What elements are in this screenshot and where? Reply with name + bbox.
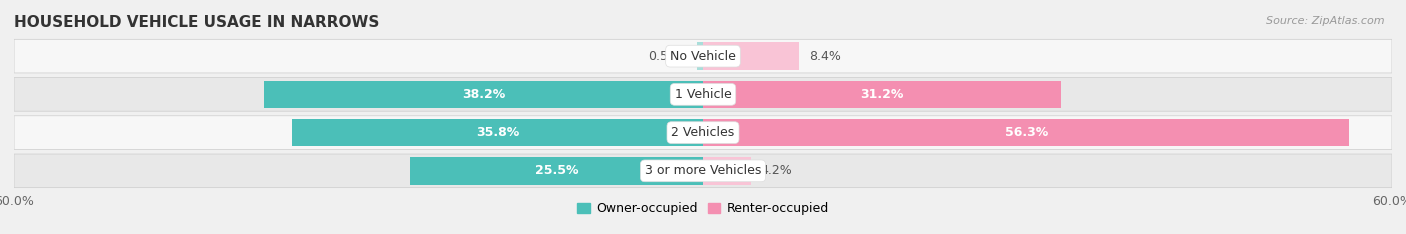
Bar: [703, 80, 1062, 108]
Text: 8.4%: 8.4%: [808, 50, 841, 63]
Bar: [703, 42, 800, 70]
Bar: [703, 157, 751, 185]
Legend: Owner-occupied, Renter-occupied: Owner-occupied, Renter-occupied: [572, 197, 834, 220]
Text: 1 Vehicle: 1 Vehicle: [675, 88, 731, 101]
Text: HOUSEHOLD VEHICLE USAGE IN NARROWS: HOUSEHOLD VEHICLE USAGE IN NARROWS: [14, 15, 380, 30]
Text: 25.5%: 25.5%: [534, 164, 578, 177]
Text: 31.2%: 31.2%: [860, 88, 904, 101]
Text: 2 Vehicles: 2 Vehicles: [672, 126, 734, 139]
FancyBboxPatch shape: [14, 116, 1392, 150]
FancyBboxPatch shape: [14, 154, 1392, 188]
Text: 3 or more Vehicles: 3 or more Vehicles: [645, 164, 761, 177]
Text: 35.8%: 35.8%: [475, 126, 519, 139]
Bar: [264, 80, 703, 108]
FancyBboxPatch shape: [14, 39, 1392, 73]
FancyBboxPatch shape: [14, 77, 1392, 111]
Text: 56.3%: 56.3%: [1005, 126, 1047, 139]
Text: No Vehicle: No Vehicle: [671, 50, 735, 63]
Text: 38.2%: 38.2%: [463, 88, 505, 101]
Text: 4.2%: 4.2%: [761, 164, 792, 177]
Bar: [411, 157, 703, 185]
Text: 0.52%: 0.52%: [648, 50, 688, 63]
Bar: [697, 42, 703, 70]
Text: Source: ZipAtlas.com: Source: ZipAtlas.com: [1267, 16, 1385, 26]
Bar: [703, 119, 1350, 146]
Bar: [292, 119, 703, 146]
